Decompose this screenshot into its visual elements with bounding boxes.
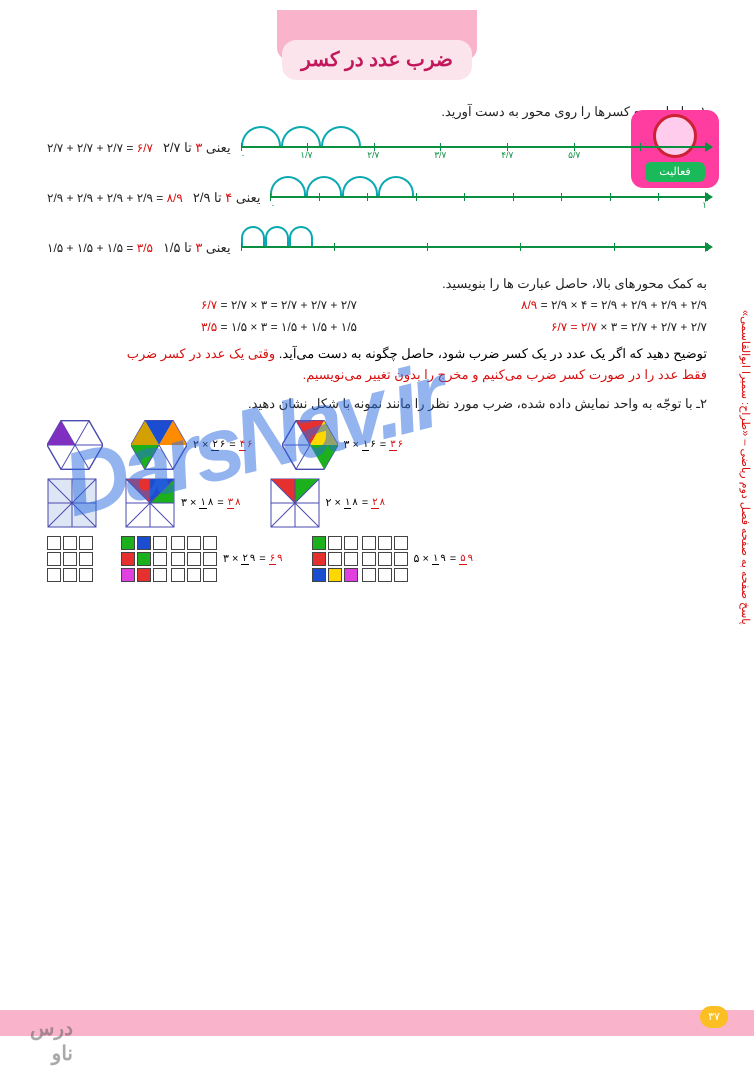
side-caption: پاسخ صفحه به صفحه فصل دوم ریاضی – «طراح:… [736, 310, 752, 625]
number-line: ۰۱ [270, 176, 707, 220]
hexagon-3 [282, 420, 338, 470]
cells-2 [121, 536, 217, 582]
hex-eq-3: ۳ × ۱۶ = ۳۶ [344, 438, 405, 451]
explanation: توضیح دهید که اگر یک عدد در یک کسر ضرب ش… [47, 344, 707, 386]
numline-row: ۲/۷ + ۲/۷ + ۲/۷ = ۶/۷ یعنی ۳ تا ۲/۷ ۰۱/۷… [47, 126, 707, 170]
square-row: ۳ × ۱۸ = ۳۸ ۲ × ۱۸ = ۲۸ [47, 478, 707, 528]
label: یعنی ۳ تا ۱/۵ [163, 240, 231, 256]
footer-bar [0, 1010, 754, 1036]
equation: ۱/۵ + ۱/۵ + ۱/۵ = ۳/۵ [47, 241, 153, 255]
square-empty [47, 478, 97, 528]
cells-3 [312, 536, 408, 582]
equation: ۲/۹ + ۲/۹ + ۲/۹ + ۲/۹ = ۸/۹ [47, 191, 183, 205]
hexagon-2 [131, 420, 187, 470]
hexagon-row: ۲ × ۲۶ = ۴۶ ۳ × ۱۶ = ۳۶ [47, 420, 707, 470]
page-title: ضرب عدد در کسر [282, 40, 472, 80]
square-3 [270, 478, 320, 528]
sq-eq-2: ۳ × ۱۸ = ۳۸ [181, 496, 242, 509]
numline-row: ۲/۹ + ۲/۹ + ۲/۹ + ۲/۹ = ۸/۹ یعنی ۴ تا ۲/… [47, 176, 707, 220]
sq-eq-3: ۲ × ۱۸ = ۲۸ [326, 496, 387, 509]
expression: ۲/۷ + ۲/۷ + ۲/۷ = ۳ × ۲/۷ = ۶/۷ [397, 320, 707, 334]
instruction-2: به کمک محورهای بالا، حاصل عبارت ها را بن… [47, 276, 707, 292]
expression: ۱/۵ + ۱/۵ + ۱/۵ = ۳ × ۱/۵ = ۳/۵ [47, 320, 357, 334]
expression: ۲/۹ + ۲/۹ + ۲/۹ + ۲/۹ = ۴ × ۲/۹ = ۸/۹ [397, 298, 707, 312]
equation: ۲/۷ + ۲/۷ + ۲/۷ = ۶/۷ [47, 141, 153, 155]
label: یعنی ۳ تا ۲/۷ [163, 140, 231, 156]
page-number: ۳۷ [700, 1006, 728, 1028]
hex-eq-2: ۲ × ۲۶ = ۴۶ [193, 438, 254, 451]
hexagon-empty [47, 420, 103, 470]
logo: درسناو [30, 1016, 73, 1066]
cells-empty [47, 536, 93, 582]
label: یعنی ۴ تا ۲/۹ [193, 190, 261, 206]
instruction-3: ۲ـ با توجّه به واحد نمایش داده شده، ضرب … [47, 396, 707, 412]
cells-eq-2: ۳ × ۲۹ = ۶۹ [223, 552, 284, 565]
numline-row: ۱/۵ + ۱/۵ + ۱/۵ = ۳/۵ یعنی ۳ تا ۱/۵ [47, 226, 707, 270]
expression-grid: ۲/۹ + ۲/۹ + ۲/۹ + ۲/۹ = ۴ × ۲/۹ = ۸/۹ ۲/۷… [47, 298, 707, 334]
expression: ۲/۷ + ۲/۷ + ۲/۷ = ۳ × ۲/۷ = ۶/۷ [47, 298, 357, 312]
cells-eq-3: ۵ × ۱۹ = ۵۹ [414, 552, 475, 565]
instruction-1: ۱ـ حاصل جمع کسرها را روی محور به دست آور… [47, 104, 707, 120]
cells-row: ۳ × ۲۹ = ۶۹ ۵ × ۱۹ = ۵۹ [47, 536, 707, 582]
number-line [241, 226, 707, 270]
square-2 [125, 478, 175, 528]
